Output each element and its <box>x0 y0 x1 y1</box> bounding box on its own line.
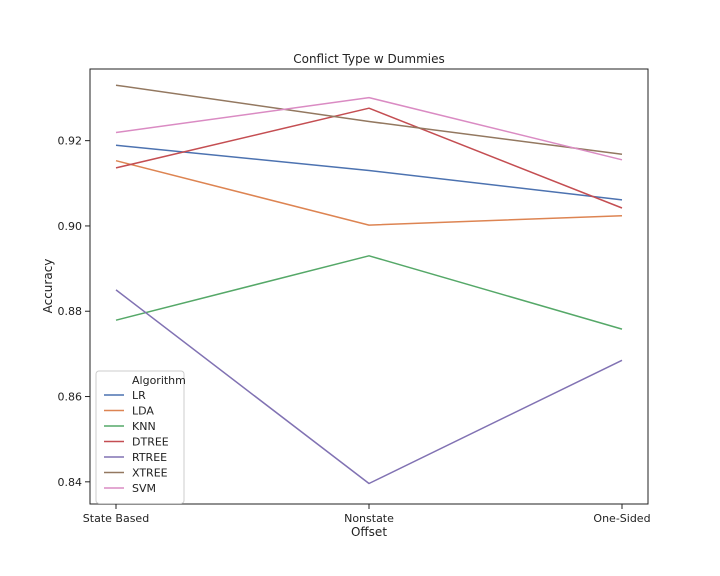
y-tick-label: 0.86 <box>58 391 83 404</box>
series-line-lr <box>115 144 623 201</box>
series-line-xtree <box>115 84 623 156</box>
x-tick-label: Nonstate <box>344 512 394 525</box>
series-line-lda <box>115 159 623 226</box>
series-line-knn <box>115 255 623 330</box>
x-tick-label: One-Sided <box>593 512 650 525</box>
y-tick-label: 0.84 <box>58 476 83 489</box>
legend-label-rtree: RTREE <box>132 451 167 464</box>
y-axis: 0.84 0.86 0.88 0.90 0.92 <box>58 135 90 489</box>
legend-label-dtree: DTREE <box>132 436 169 449</box>
x-tick-label: State Based <box>83 512 149 525</box>
series-line-rtree <box>115 289 623 485</box>
x-axis: State Based Nonstate One-Sided <box>83 504 651 525</box>
legend-label-knn: KNN <box>132 420 156 433</box>
legend-title: Algorithm <box>132 374 186 387</box>
legend-label-xtree: XTREE <box>132 467 168 480</box>
legend-label-lda: LDA <box>132 405 154 418</box>
legend: Algorithm LR LDA KNN DTREE RTREE XTREE SVM <box>95 370 186 504</box>
x-axis-label: Offset <box>351 525 387 539</box>
legend-label-lr: LR <box>132 389 146 402</box>
y-tick-label: 0.92 <box>58 135 83 148</box>
series-line-dtree <box>115 107 623 209</box>
y-tick-label: 0.90 <box>58 220 83 233</box>
legend-box <box>95 370 185 504</box>
chart-title: Conflict Type w Dummies <box>293 52 445 66</box>
series-layer <box>115 84 623 485</box>
legend-label-svm: SVM <box>132 482 156 495</box>
y-axis-label: Accuracy <box>41 259 55 314</box>
y-tick-label: 0.88 <box>58 305 83 318</box>
series-line-svm <box>115 96 623 161</box>
